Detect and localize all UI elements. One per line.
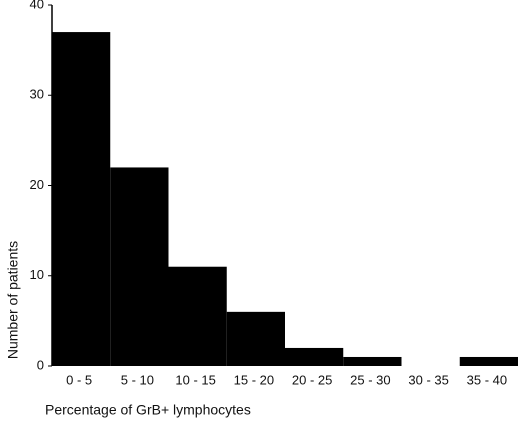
x-tick-label: 5 - 10 [121,372,154,387]
x-tick-label: 30 - 35 [408,372,448,387]
bar [343,356,402,366]
bar [226,311,285,366]
y-tick-label: 0 [37,357,44,372]
x-tick-label: 15 - 20 [234,372,274,387]
y-axis-title: Number of patients [5,241,21,359]
x-tick-label: 0 - 5 [66,372,92,387]
y-tick-label: 10 [30,267,44,282]
x-tick-label: 10 - 15 [175,372,215,387]
x-axis-title: Percentage of GrB+ lymphocytes [45,402,251,418]
x-tick-label: 25 - 30 [350,372,390,387]
bar [110,167,169,366]
bar [285,347,344,366]
bar [52,32,111,366]
y-tick-label: 40 [30,0,44,11]
y-tick-label: 20 [30,177,44,192]
bar [459,356,518,366]
x-tick-label: 35 - 40 [467,372,507,387]
x-tick-label: 20 - 25 [292,372,332,387]
bar [168,266,227,366]
y-tick-label: 30 [30,87,44,102]
